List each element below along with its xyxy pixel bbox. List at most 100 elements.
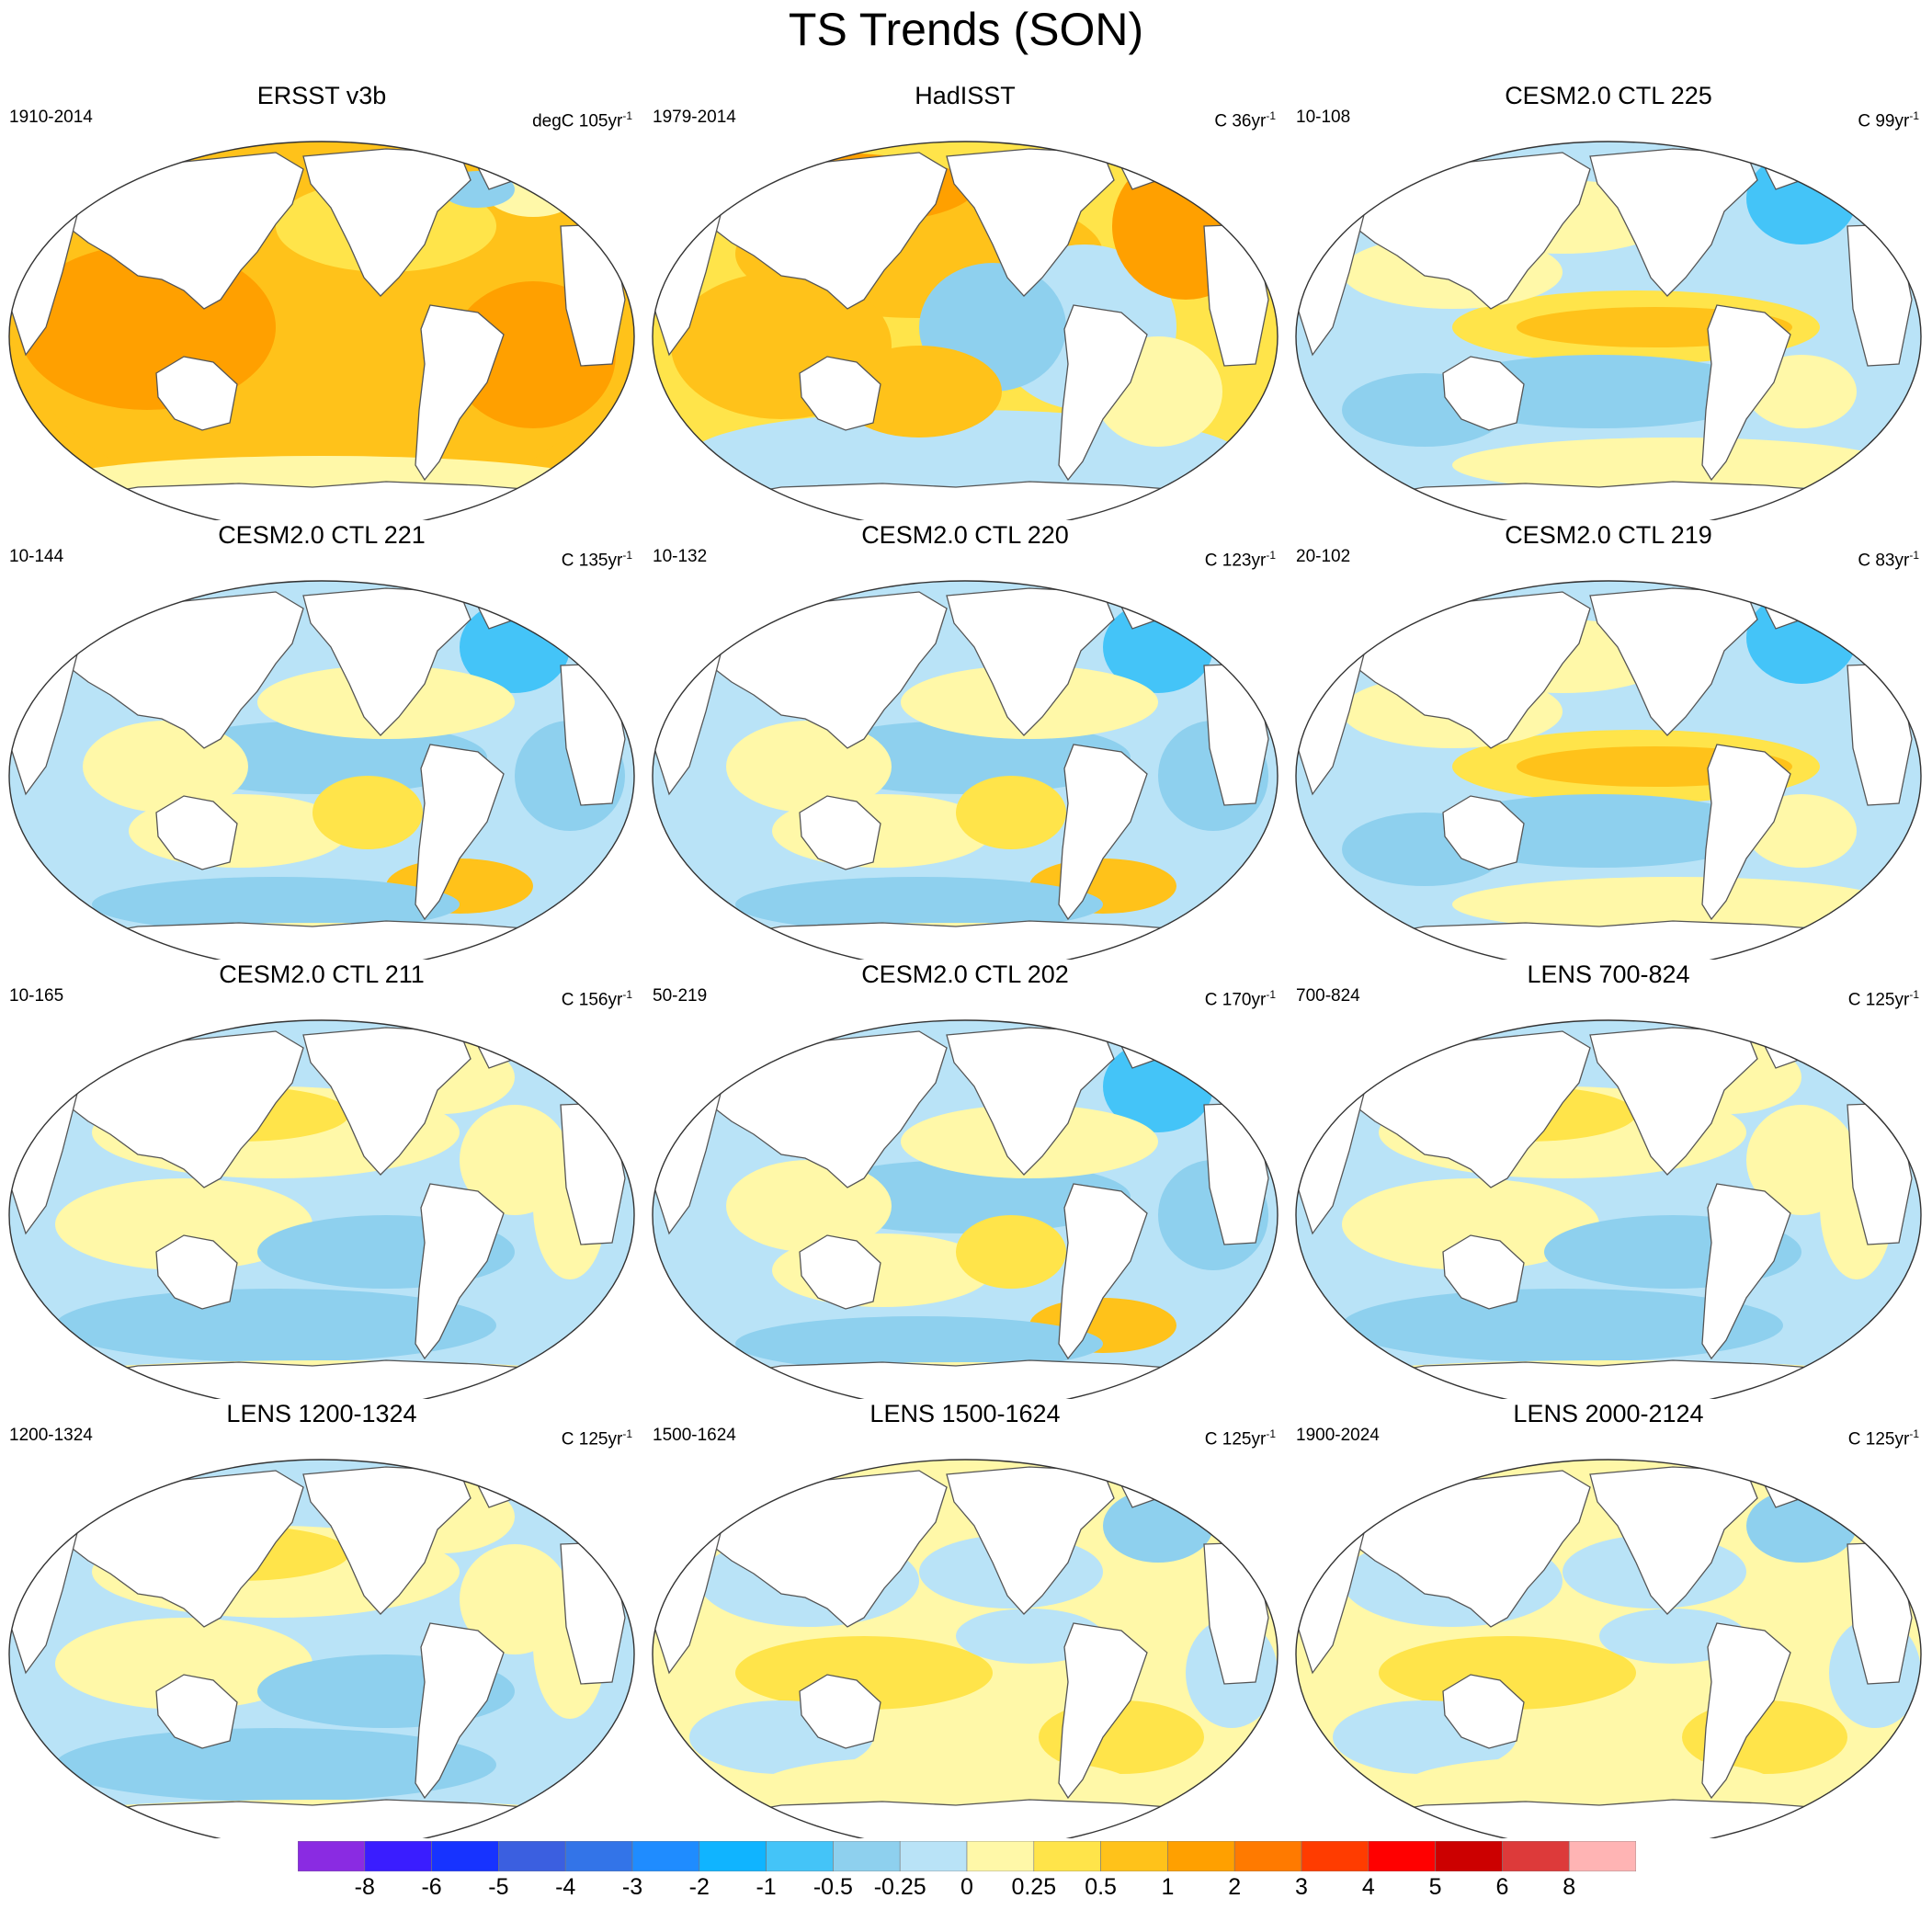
anomaly-patch [1746, 1489, 1857, 1563]
map-panel: ERSST v3b 1910-2014 degC 105yr-1 [0, 81, 643, 520]
anomaly-patch [1452, 438, 1893, 493]
anomaly-patch [1342, 1289, 1783, 1362]
colorbar-swatch [1568, 1840, 1637, 1872]
map-figure [652, 580, 1279, 960]
panel-units-text: C 170yr [1204, 990, 1267, 1010]
colorbar-tick-label: 5 [1428, 1874, 1442, 1900]
map-frame [8, 580, 635, 960]
land-antarctica [53, 481, 609, 520]
map-figure [8, 580, 635, 960]
map-figure [1295, 1459, 1922, 1838]
panel-title: CESM2.0 CTL 221 [218, 521, 426, 549]
land-antarctica [1340, 481, 1896, 520]
land-samerica [415, 1622, 505, 1800]
map-panel: LENS 1500-1624 1500-1624 C 125yr-1 [643, 1399, 1287, 1838]
colorbar-swatch [1368, 1840, 1436, 1872]
panel-period: 1979-2014 [653, 108, 736, 127]
panel-units-exponent: -1 [1266, 109, 1276, 122]
colorbar-tick-label: -6 [421, 1874, 442, 1900]
anomaly-patch [1342, 1178, 1599, 1270]
land-australia [799, 356, 881, 431]
map-panel: CESM2.0 CTL 202 50-219 C 170yr-1 [643, 960, 1287, 1399]
map-panel: CESM2.0 CTL 220 10-132 C 123yr-1 [643, 520, 1287, 960]
map-figure [8, 141, 635, 520]
panel-period: 10-144 [9, 547, 64, 566]
land-antarctica [697, 920, 1253, 960]
colorbar-tick-label: -2 [688, 1874, 710, 1900]
map-panel: CESM2.0 CTL 219 20-102 C 83yr-1 [1287, 520, 1930, 960]
colorbar-swatch [1435, 1840, 1503, 1872]
colorbar-swatch [631, 1840, 700, 1872]
colorbar-swatch [966, 1840, 1035, 1872]
colorbar-tick-label: -8 [354, 1874, 375, 1900]
map-figure [652, 1459, 1279, 1838]
panel-period: 1910-2014 [9, 108, 93, 127]
colorbar-tick-label: 0.25 [1011, 1874, 1057, 1900]
colorbar-tick-label: 6 [1495, 1874, 1509, 1900]
panel-period: 20-102 [1296, 547, 1351, 566]
panel-title: LENS 2000-2124 [1513, 1400, 1704, 1427]
land-samerica [1058, 1183, 1148, 1360]
anomaly-patch [55, 1178, 313, 1270]
colorbar-swatch [833, 1840, 901, 1872]
map-frame [1295, 580, 1922, 960]
panel-units-exponent: -1 [622, 109, 632, 122]
map-frame [8, 141, 635, 520]
panel-title: ERSST v3b [256, 82, 387, 109]
land-samerica [415, 304, 505, 482]
colorbar-swatch [364, 1840, 432, 1872]
anomaly-patch [55, 1728, 496, 1802]
land-antarctica [697, 1799, 1253, 1838]
anomaly-patch [956, 776, 1066, 849]
map-figure [652, 141, 1279, 520]
colorbar-tick-label: 8 [1563, 1874, 1576, 1900]
land-antarctica [53, 1799, 609, 1838]
map-frame [1295, 1019, 1922, 1399]
land-antarctica [53, 920, 609, 960]
colorbar-swatch [297, 1840, 366, 1872]
land-antarctica [53, 1359, 609, 1399]
panel-units-text: C 125yr [1204, 1429, 1267, 1450]
panel-units: C 99yr-1 [1858, 105, 1919, 132]
anomaly-patch [735, 1316, 1103, 1371]
map-panel: CESM2.0 CTL 211 10-165 C 156yr-1 [0, 960, 643, 1399]
anomaly-patch [763, 1756, 1131, 1811]
land-samerica [1058, 744, 1148, 921]
map-panel: CESM2.0 CTL 221 10-144 C 135yr-1 [0, 520, 643, 960]
land-australia [155, 795, 238, 870]
panel-period: 10-132 [653, 547, 708, 566]
panel-period: 10-165 [9, 986, 64, 1006]
anomaly-patch [689, 410, 1241, 502]
panel-title: CESM2.0 CTL 220 [861, 521, 1069, 549]
map-figure [1295, 1019, 1922, 1399]
map-frame [8, 1459, 635, 1838]
panel-title: CESM2.0 CTL 202 [861, 961, 1069, 988]
panel-units: C 125yr-1 [1205, 1423, 1276, 1450]
map-frame [652, 1019, 1279, 1399]
colorbar-tick-label: 4 [1361, 1874, 1375, 1900]
panel-units: C 135yr-1 [562, 544, 632, 572]
map-frame [652, 1459, 1279, 1838]
land-samerica [1058, 1622, 1148, 1800]
colorbar-swatch [498, 1840, 566, 1872]
panel-title: CESM2.0 CTL 219 [1505, 521, 1712, 549]
panel-units: C 170yr-1 [1205, 983, 1276, 1011]
anomaly-patch [92, 877, 460, 932]
panel-units-text: C 83yr [1858, 551, 1910, 571]
colorbar-tick-label: -3 [621, 1874, 643, 1900]
anomaly-patch [313, 776, 423, 849]
panel-units: C 36yr-1 [1214, 105, 1276, 132]
colorbar-tick-label: -1 [756, 1874, 777, 1900]
panel-units-text: C 36yr [1214, 111, 1267, 131]
colorbar-swatch [564, 1840, 633, 1872]
panel-units-text: C 135yr [561, 551, 623, 571]
map-panel: LENS 700-824 700-824 C 125yr-1 [1287, 960, 1930, 1399]
panel-title: LENS 700-824 [1527, 961, 1690, 988]
colorbar-swatch [1167, 1840, 1235, 1872]
map-figure [1295, 580, 1922, 960]
colorbar-tick-label: 2 [1228, 1874, 1242, 1900]
map-figure [8, 1459, 635, 1838]
land-australia [799, 795, 881, 870]
anomaly-patch [735, 877, 1103, 932]
land-samerica [415, 1183, 505, 1360]
